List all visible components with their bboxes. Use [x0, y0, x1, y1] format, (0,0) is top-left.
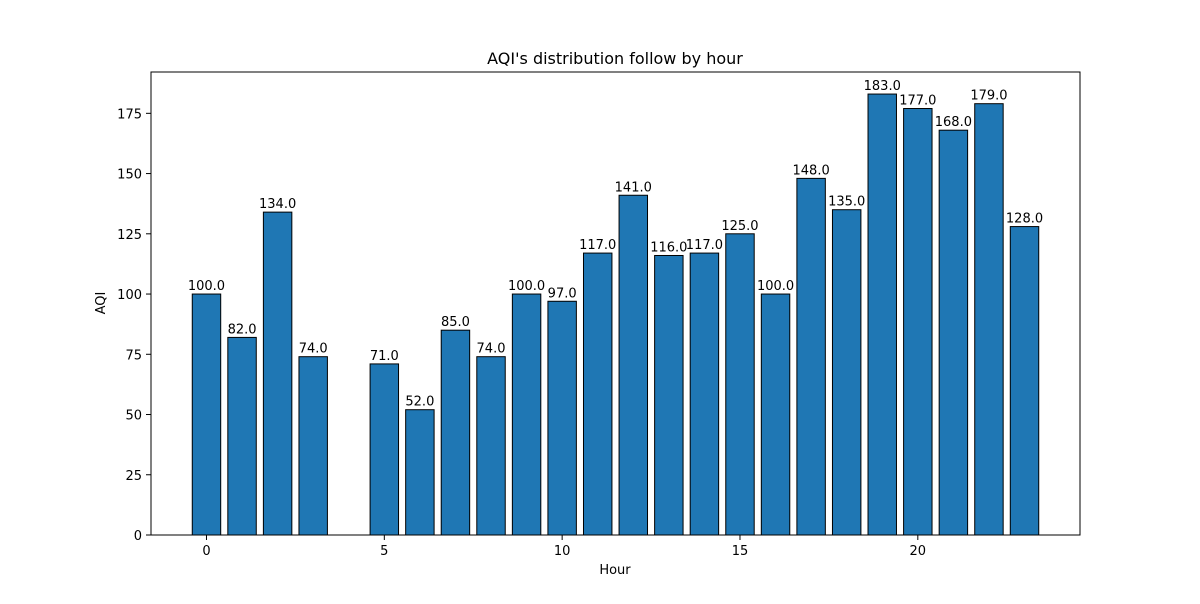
bar-hour-17: [796, 177, 826, 536]
bar-hour-0: [191, 293, 222, 536]
bar-hour-18: [831, 209, 862, 536]
y-tick-label: 25: [125, 469, 142, 484]
chart-title: AQI's distribution follow by hour: [487, 49, 743, 68]
bar-hour-7: [440, 329, 471, 536]
bars-layer: [191, 93, 1040, 536]
data-label-hour-11: 117.0: [579, 238, 616, 253]
y-tick-label: 125: [117, 228, 142, 243]
x-tick-label: 20: [910, 544, 927, 559]
x-tick-label: 10: [554, 544, 571, 559]
bar-hour-22: [974, 103, 1004, 536]
bar-hour-23: [1009, 226, 1040, 536]
x-axis-ticks: 0 5 10 15 20: [202, 535, 926, 559]
data-label-hour-12: 141.0: [615, 180, 652, 195]
bar-hour-5: [369, 363, 400, 536]
bar-hour-20: [903, 108, 933, 536]
y-tick-label: 150: [117, 168, 142, 183]
bar-hour-10: [547, 300, 577, 536]
data-label-hour-3: 74.0: [299, 342, 328, 357]
data-label-hour-20: 177.0: [899, 94, 936, 109]
data-label-hour-19: 183.0: [864, 79, 901, 94]
data-label-hour-16: 100.0: [757, 279, 794, 294]
bar-hour-11: [582, 252, 613, 536]
data-label-hour-5: 71.0: [370, 349, 399, 364]
data-label-hour-22: 179.0: [970, 89, 1007, 104]
bar-hour-14: [689, 252, 720, 536]
y-axis-ticks: 0 25 50 75 100 125 150 175: [117, 107, 151, 544]
bar-hour-9: [511, 293, 542, 536]
x-tick-label: 0: [202, 544, 210, 559]
data-label-hour-7: 85.0: [441, 315, 470, 330]
bar-hour-13: [654, 254, 684, 536]
bar-hour-3: [298, 356, 328, 536]
y-tick-label: 100: [117, 288, 142, 303]
y-tick-label: 175: [117, 107, 142, 122]
bar-hour-21: [938, 129, 969, 536]
data-label-hour-0: 100.0: [188, 279, 225, 294]
x-tick-label: 15: [732, 544, 749, 559]
bar-hour-1: [227, 336, 257, 536]
x-axis-label: Hour: [599, 563, 631, 578]
bar-hour-2: [262, 211, 293, 536]
data-label-hour-18: 135.0: [828, 195, 865, 210]
data-label-hour-17: 148.0: [793, 163, 830, 178]
bar-hour-12: [618, 194, 649, 536]
data-label-hour-15: 125.0: [721, 219, 758, 234]
data-label-hour-23: 128.0: [1006, 212, 1043, 227]
bar-hour-15: [725, 233, 755, 536]
bar-hour-8: [476, 356, 506, 536]
bar-hour-6: [405, 409, 435, 536]
data-label-hour-10: 97.0: [548, 286, 577, 301]
data-label-hour-14: 117.0: [686, 238, 723, 253]
data-label-hour-6: 52.0: [405, 395, 434, 410]
data-label-hour-9: 100.0: [508, 279, 545, 294]
plot-frame: [150, 71, 1081, 536]
y-tick-label: 75: [125, 348, 142, 363]
data-label-hour-21: 168.0: [935, 115, 972, 130]
bar-hour-16: [760, 293, 791, 536]
y-tick-label: 50: [125, 409, 142, 424]
data-label-hour-2: 134.0: [259, 197, 296, 212]
bar-hour-19: [867, 93, 897, 536]
y-axis-label: AQI: [94, 292, 109, 315]
y-tick-label: 0: [134, 529, 142, 544]
data-label-hour-13: 116.0: [650, 240, 687, 255]
x-tick-label: 5: [380, 544, 388, 559]
data-label-hour-1: 82.0: [228, 322, 257, 337]
data-label-hour-8: 74.0: [477, 342, 506, 357]
